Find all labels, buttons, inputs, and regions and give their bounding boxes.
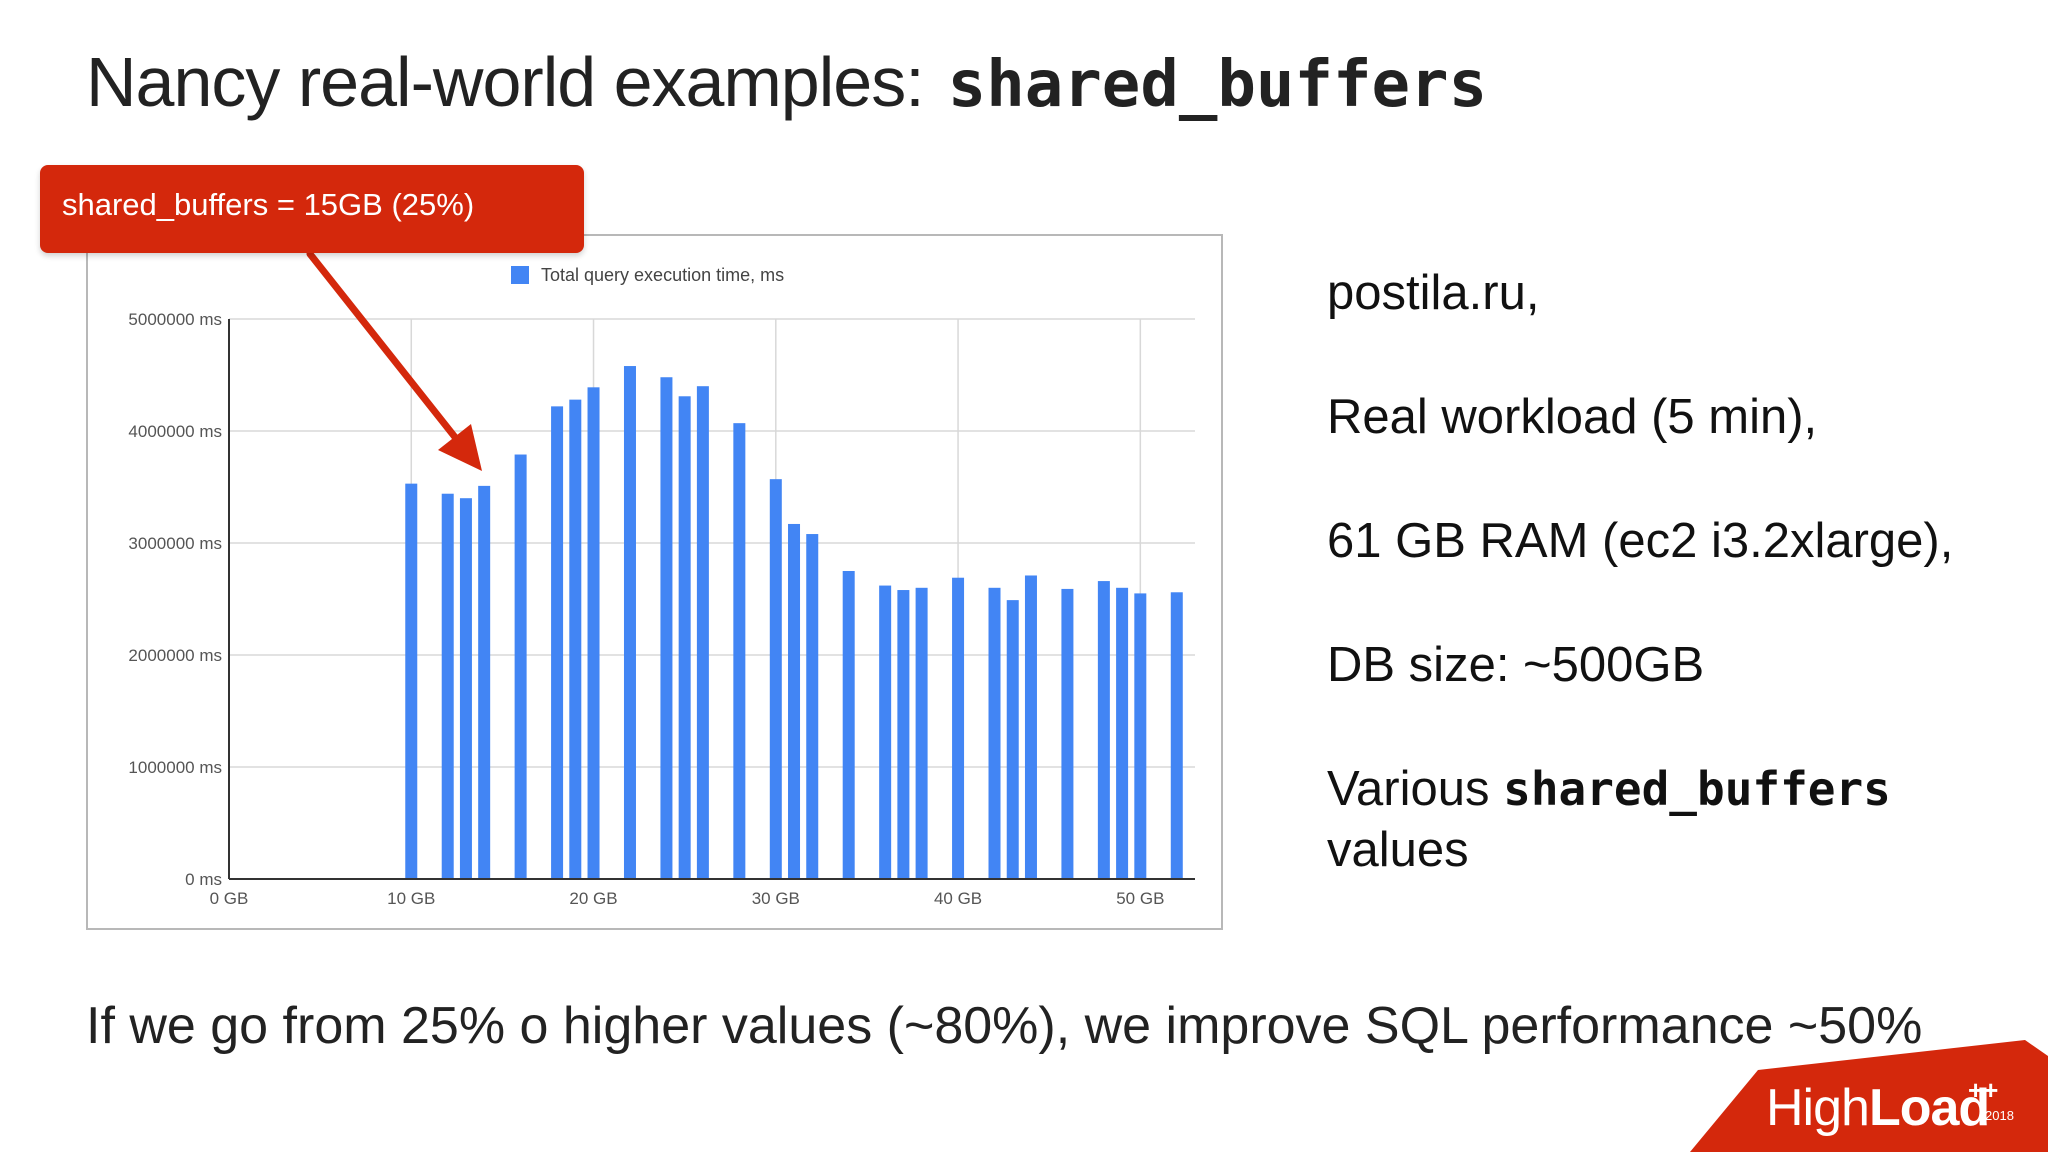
info-line-site: postila.ru, [1327, 266, 1540, 320]
slide-title-code: shared_buffers [947, 48, 1488, 122]
bar [678, 396, 691, 879]
bar [623, 366, 636, 879]
callout-text: shared_buffers = 15GB (25%) [62, 187, 475, 222]
bar [915, 587, 928, 879]
bar [842, 571, 855, 879]
y-tick-label: 5000000 ms [128, 310, 222, 329]
info-line-db-size: DB size: ~500GB [1327, 638, 1705, 692]
bar [897, 590, 910, 879]
logo-background [1690, 1040, 2048, 1152]
bar [478, 485, 491, 879]
info-various-code: shared_buffers [1503, 762, 1891, 816]
bar-chart: 0 ms 1000000 ms 2000000 ms 3000000 ms 400000… [128, 265, 1195, 908]
slide-title: Nancy real-world examples: shared_buffers [86, 42, 1487, 122]
logo-plus-plus: ++ [1968, 1075, 1999, 1105]
y-tick-label: 0 ms [185, 870, 222, 889]
bar [1024, 575, 1037, 879]
y-tick-label: 2000000 ms [128, 646, 222, 665]
bar [733, 423, 746, 879]
callout-box: shared_buffers = 15GB (25%) [40, 165, 584, 253]
bar [1061, 588, 1074, 879]
info-line-values: values [1327, 823, 1469, 877]
bar [405, 483, 418, 879]
bar [1170, 592, 1183, 879]
x-tick-label: 30 GB [752, 889, 800, 908]
chart-frame: 0 ms 1000000 ms 2000000 ms 3000000 ms 400000… [86, 234, 1223, 930]
bar [514, 454, 527, 879]
x-tick-label: 10 GB [387, 889, 435, 908]
bar [660, 377, 673, 879]
legend-swatch [511, 266, 529, 284]
logo-light-text: High [1766, 1079, 1870, 1137]
footer-statement: If we go from 25% o higher values (~80%)… [86, 997, 1923, 1055]
x-tick-label: 50 GB [1116, 889, 1164, 908]
x-tick-label: 40 GB [934, 889, 982, 908]
y-tick-label: 4000000 ms [128, 422, 222, 441]
x-tick-label: 20 GB [569, 889, 617, 908]
bar [1006, 600, 1019, 879]
bar [587, 387, 600, 879]
info-line-ram: 61 GB RAM (ec2 i3.2xlarge), [1327, 514, 1954, 568]
bar [1134, 593, 1147, 879]
bar [1116, 587, 1129, 879]
info-line-various: Various shared_buffers [1327, 761, 1891, 817]
bar [988, 587, 1001, 879]
bar [569, 399, 582, 879]
bar [788, 523, 801, 879]
bar [806, 534, 819, 879]
y-tick-label: 1000000 ms [128, 758, 222, 777]
bar [1097, 581, 1110, 879]
y-tick-label: 3000000 ms [128, 534, 222, 553]
legend-label: Total query execution time, ms [541, 265, 784, 285]
highload-logo: HighLoad [1766, 1078, 1990, 1138]
bar [459, 498, 472, 879]
bar [952, 577, 965, 879]
logo-year: 2018 [1985, 1108, 2014, 1123]
bar [769, 479, 782, 879]
info-various-prefix: Various [1327, 762, 1490, 816]
x-tick-label: 0 GB [210, 889, 249, 908]
logo-bold-text: Load [1868, 1079, 1990, 1137]
bar [696, 386, 709, 879]
bar [551, 406, 564, 879]
bar [441, 493, 454, 879]
bar [879, 585, 892, 879]
info-line-workload: Real workload (5 min), [1327, 390, 1818, 444]
slide-title-text: Nancy real-world examples: [86, 43, 925, 121]
